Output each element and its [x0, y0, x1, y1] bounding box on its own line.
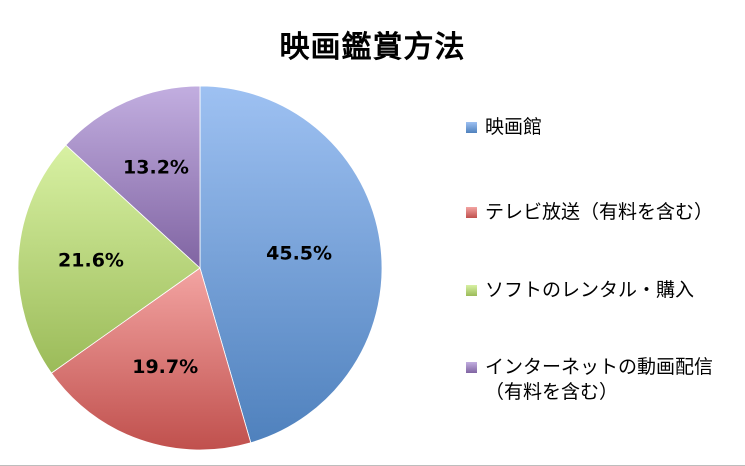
pie-slice-4: [65, 85, 201, 269]
pie-slice-1: [199, 85, 383, 444]
pie-slice-2: [50, 267, 252, 451]
legend-label-4: インターネットの動画配信 （有料を含む）: [485, 356, 714, 403]
pie-chart: 45.5% 19.7% 21.6% 13.2%: [17, 85, 383, 451]
slice-label-4: 13.2%: [123, 157, 189, 179]
legend: 映画館テレビ放送（有料を含む） ソフトのレンタル・購入インターネットの動画配信 （…: [466, 0, 745, 466]
slice-label-3: 21.6%: [58, 250, 124, 272]
legend-label-1: 映画館: [485, 116, 543, 138]
legend-label-2: テレビ放送（有料を含む）: [485, 201, 714, 223]
legend-swatch-2: [466, 207, 477, 218]
legend-swatch-3: [466, 285, 477, 296]
slice-label-2: 19.7%: [132, 356, 198, 378]
slice-label-1: 45.5%: [266, 242, 332, 264]
pie-slice-3: [17, 144, 201, 374]
legend-swatch-4: [466, 362, 477, 373]
legend-swatch-1: [466, 122, 477, 133]
chart-title: 映画鑑賞方法: [279, 30, 466, 65]
legend-label-3: ソフトのレンタル・購入: [485, 279, 695, 301]
